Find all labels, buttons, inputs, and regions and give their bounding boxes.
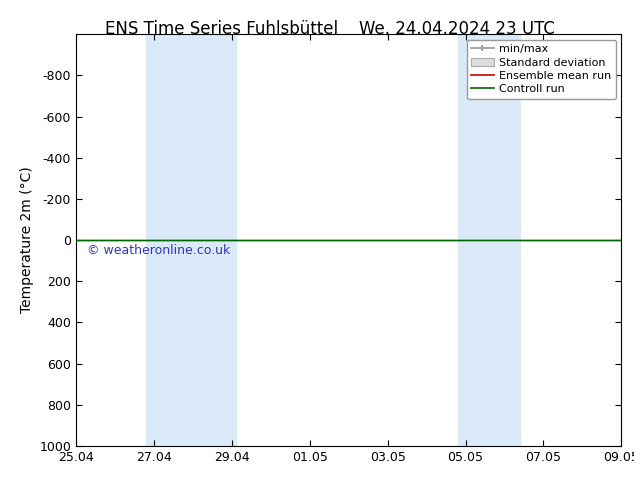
Bar [146,34,178,446]
Bar [178,34,236,446]
Legend: min/max, Standard deviation, Ensemble mean run, Controll run: min/max, Standard deviation, Ensemble me… [467,40,616,99]
Text: © weatheronline.co.uk: © weatheronline.co.uk [87,244,230,257]
Text: We. 24.04.2024 23 UTC: We. 24.04.2024 23 UTC [359,20,554,38]
Text: ENS Time Series Fuhlsbüttel: ENS Time Series Fuhlsbüttel [105,20,339,38]
Y-axis label: Temperature 2m (°C): Temperature 2m (°C) [20,167,34,314]
Bar [489,34,520,446]
Bar [458,34,489,446]
